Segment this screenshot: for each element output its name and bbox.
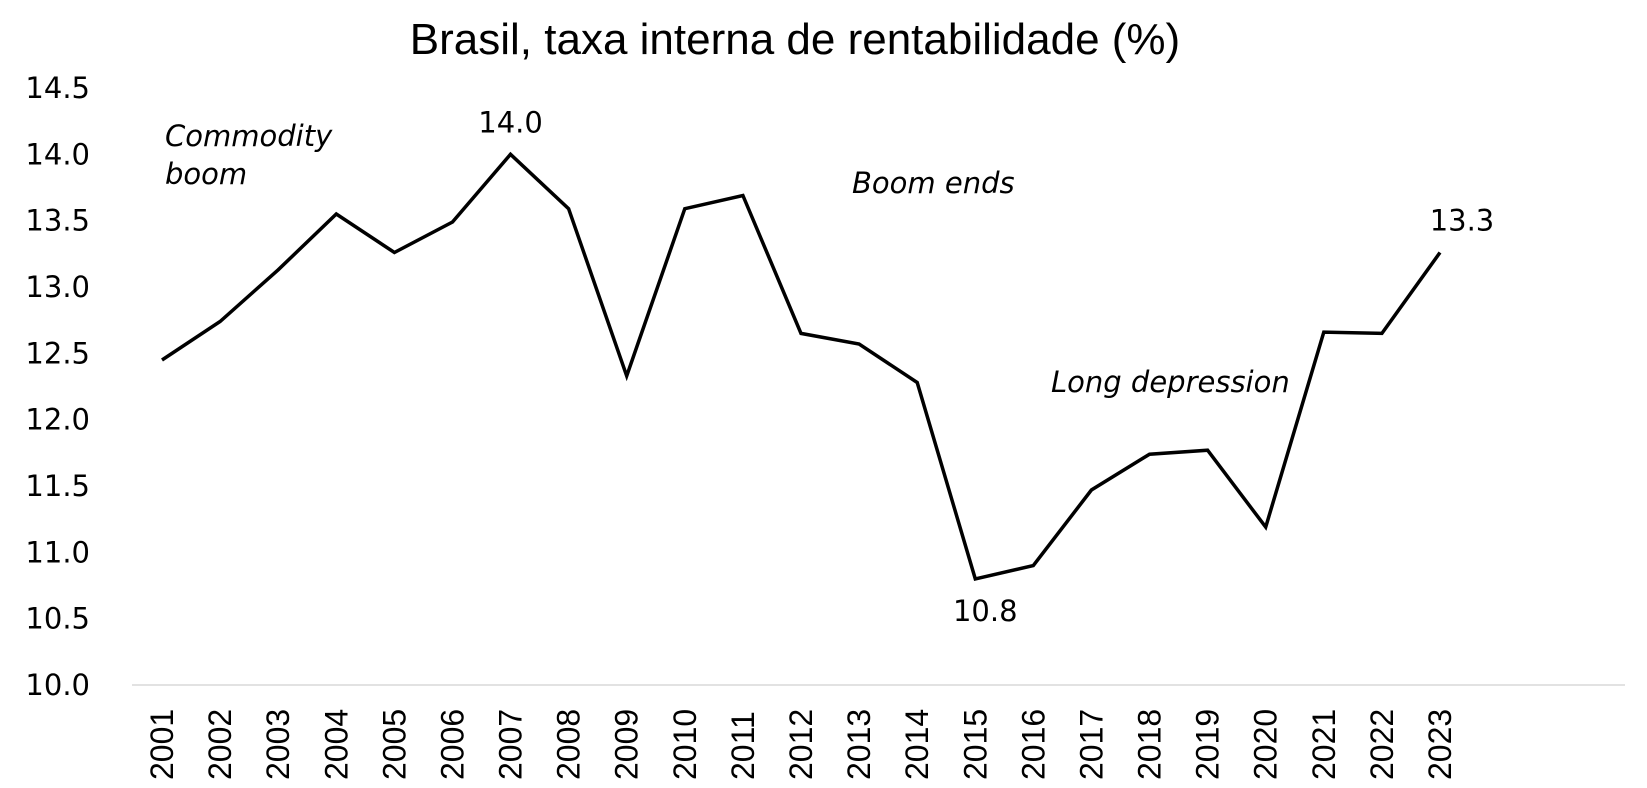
y-tick-label: 10.5 xyxy=(25,602,90,636)
y-axis-tick-labels: 10.0 10.5 11.0 11.5 12.0 12.5 13.0 13.5 14.0 14.5 xyxy=(25,71,90,702)
annotation-text: boom xyxy=(165,157,247,191)
x-tick-label: 2022 xyxy=(1364,709,1400,780)
annotation-text: Long depression xyxy=(1051,365,1290,399)
x-tick-label: 2011 xyxy=(725,711,761,780)
x-tick-label: 2020 xyxy=(1248,709,1284,780)
x-axis-tick-labels: 2001 2002 2003 2004 2005 2006 2007 2008 2009 2010… xyxy=(144,709,1458,780)
x-tick-label: 2002 xyxy=(202,709,238,780)
annotation-text: Commodity xyxy=(165,119,333,153)
x-tick-label: 2023 xyxy=(1422,709,1458,780)
x-tick-label: 2010 xyxy=(667,709,703,780)
series-line xyxy=(161,151,1442,581)
series-group xyxy=(161,151,1442,581)
x-tick-label: 2015 xyxy=(957,709,993,780)
x-tick-label: 2001 xyxy=(144,709,180,780)
x-tick-label: 2005 xyxy=(376,709,412,780)
y-tick-label: 11.0 xyxy=(25,535,90,569)
data-labels: 14.0 10.8 13.3 xyxy=(478,105,1494,628)
y-tick-label: 12.5 xyxy=(25,336,90,370)
y-tick-label: 13.5 xyxy=(25,204,90,238)
x-tick-label: 2003 xyxy=(260,709,296,780)
x-tick-label: 2018 xyxy=(1132,709,1168,780)
x-tick-label: 2014 xyxy=(899,709,935,780)
annotations: Commodity boom Boom ends Long depression xyxy=(165,119,1290,399)
y-tick-label: 11.5 xyxy=(25,469,90,503)
x-tick-label: 2006 xyxy=(434,709,470,780)
y-tick-label: 10.0 xyxy=(25,668,90,702)
data-label: 13.3 xyxy=(1430,204,1495,238)
data-label: 10.8 xyxy=(953,594,1018,628)
x-tick-label: 2012 xyxy=(783,709,819,780)
x-tick-label: 2009 xyxy=(609,709,645,780)
x-tick-label: 2021 xyxy=(1306,709,1342,780)
x-tick-label: 2007 xyxy=(493,709,529,780)
y-tick-label: 12.0 xyxy=(25,403,90,437)
x-tick-label: 2016 xyxy=(1015,709,1051,780)
chart-title: Brasil, taxa interna de rentabilidade (%… xyxy=(410,15,1180,64)
x-tick-label: 2008 xyxy=(551,709,587,780)
y-tick-label: 13.0 xyxy=(25,270,90,304)
x-tick-label: 2013 xyxy=(841,709,877,780)
y-tick-label: 14.5 xyxy=(25,71,90,105)
annotation-text: Boom ends xyxy=(852,166,1015,200)
x-tick-label: 2004 xyxy=(318,709,354,780)
x-tick-label: 2017 xyxy=(1073,709,1109,780)
data-label: 14.0 xyxy=(478,105,543,139)
x-tick-label: 2019 xyxy=(1190,709,1226,780)
y-tick-label: 14.0 xyxy=(25,137,90,171)
